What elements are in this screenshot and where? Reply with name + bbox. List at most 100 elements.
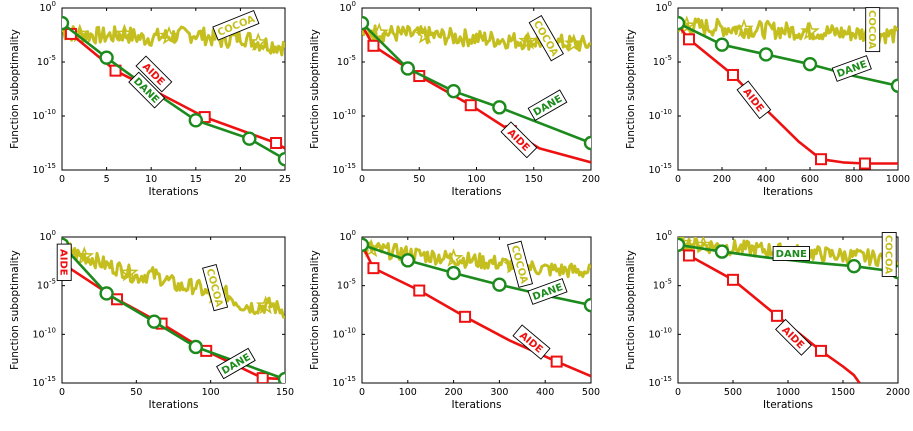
aide-marker — [464, 99, 477, 112]
cocoa-marker — [114, 23, 135, 43]
series-tag-cocoa: COCOA — [881, 232, 897, 277]
x-tick-label: 100 — [467, 174, 485, 185]
dane-marker — [400, 61, 415, 76]
y-tick-label: 10-5 — [653, 54, 672, 68]
y-tick-label: 10-10 — [332, 108, 356, 122]
series-line-aide — [678, 24, 898, 165]
x-tick-label: 10 — [145, 174, 157, 185]
x-tick-label: 500 — [582, 387, 600, 398]
series-line-cocoa — [62, 25, 285, 57]
dane-marker — [277, 371, 285, 383]
x-tick-label: 600 — [801, 174, 819, 185]
x-tick-label: 2000 — [886, 387, 910, 398]
aide-marker — [727, 68, 739, 81]
y-tick-label: 10-10 — [648, 326, 672, 340]
y-tick-label: 10-5 — [37, 54, 56, 68]
series-tag-aide: AIDE — [500, 121, 538, 159]
y-tick-label: 10-5 — [37, 278, 56, 292]
x-tick-label: 0 — [359, 174, 365, 185]
x-tick-label: 500 — [724, 387, 742, 398]
dane-marker — [714, 244, 730, 259]
dane-marker — [146, 314, 162, 329]
y-tick-label: 100 — [339, 229, 356, 243]
dane-marker — [492, 277, 507, 292]
series-tag-dane: DANE — [527, 89, 568, 121]
y-tick-label: 10-15 — [648, 162, 672, 176]
x-tick-label: 0 — [59, 174, 65, 185]
x-tick-label: 150 — [276, 387, 294, 398]
aide-marker — [270, 137, 283, 149]
x-tick-label: 20 — [234, 174, 246, 185]
series-line-cocoa — [62, 239, 285, 319]
y-tick-label: 10-5 — [337, 54, 356, 68]
cocoa-marker — [734, 18, 754, 38]
aide-marker — [459, 310, 472, 323]
dane-marker — [678, 237, 686, 252]
y-tick-label: 10-5 — [337, 278, 356, 292]
dane-marker — [583, 297, 591, 313]
x-tick-label: 1500 — [831, 387, 855, 398]
x-tick-label: 1000 — [776, 387, 800, 398]
x-axis-label: Iterations — [148, 399, 198, 411]
x-axis-label: Iterations — [763, 399, 813, 411]
dane-marker — [99, 50, 114, 65]
aide-marker — [256, 372, 269, 383]
series-cocoa — [362, 238, 591, 279]
dane-marker — [362, 15, 370, 31]
chart-panel-6: 0 500 1000 1500 2000 100 10-5 10-10 10-15 Iterati… — [625, 229, 910, 411]
x-tick-label: 0 — [675, 387, 681, 398]
dane-marker — [583, 135, 591, 151]
aide-marker — [771, 309, 783, 322]
cocoa-marker — [119, 262, 139, 282]
dane-marker — [242, 131, 257, 146]
x-axis-label: Iterations — [148, 186, 198, 198]
series-cocoa — [62, 239, 285, 319]
dane-marker — [277, 152, 285, 167]
series-tag-label: AIDE — [58, 249, 69, 276]
dane-marker — [188, 113, 204, 128]
x-tick-label: 50 — [413, 174, 425, 185]
aide-marker — [683, 249, 695, 262]
x-tick-label: 50 — [130, 387, 142, 398]
y-axis-label: Function suboptimality — [9, 250, 21, 370]
chart-panel-5: 0 100 200 300 400 500 100 10-5 10-10 10-15 Iterati… — [309, 229, 600, 411]
series-tag-cocoa: COCOA — [865, 7, 881, 53]
dane-marker — [62, 15, 70, 31]
dane-marker — [188, 339, 204, 355]
aide-marker — [413, 284, 426, 297]
x-tick-label: 800 — [845, 174, 863, 185]
series-tag-label: COCOA — [866, 10, 877, 49]
y-tick-label: 10-15 — [32, 375, 56, 389]
dane-marker — [714, 37, 730, 52]
x-tick-label: 5 — [104, 174, 110, 185]
cocoa-marker — [255, 295, 276, 315]
cocoa-marker — [369, 22, 390, 42]
y-axis-label: Function suboptimality — [309, 29, 321, 149]
series-tag-aide: AIDE — [512, 324, 551, 360]
series-line-cocoa — [362, 241, 591, 279]
series-aide — [678, 24, 898, 170]
aide-marker — [815, 344, 827, 357]
dane-marker — [758, 47, 774, 62]
x-tick-label: 400 — [536, 387, 554, 398]
x-tick-label: 0 — [675, 174, 681, 185]
x-axis-label: Iterations — [763, 186, 813, 198]
series-cocoa — [678, 15, 898, 45]
chart-panel-1: 0 5 10 15 20 25 100 10-5 10-10 10-15 Iterations Fun… — [9, 0, 291, 198]
y-tick-label: 10-10 — [332, 326, 356, 340]
x-tick-label: 0 — [59, 387, 65, 398]
x-tick-label: 200 — [713, 174, 731, 185]
y-tick-label: 100 — [39, 0, 56, 14]
y-tick-label: 100 — [339, 0, 356, 14]
x-tick-label: 200 — [582, 174, 600, 185]
cocoa-marker — [415, 24, 435, 44]
chart-panel-3: 0 200 400 600 800 1000 100 10-5 10-10 10-15 Iterat… — [625, 0, 910, 198]
series-line-cocoa — [678, 17, 898, 45]
y-tick-label: 10-10 — [32, 326, 56, 340]
dane-marker — [678, 15, 686, 31]
y-axis-label: Function suboptimality — [625, 29, 637, 149]
cocoa-marker — [518, 30, 538, 50]
cocoa-marker — [74, 246, 95, 265]
y-tick-label: 10-10 — [648, 108, 672, 122]
cocoa-marker — [248, 32, 268, 51]
